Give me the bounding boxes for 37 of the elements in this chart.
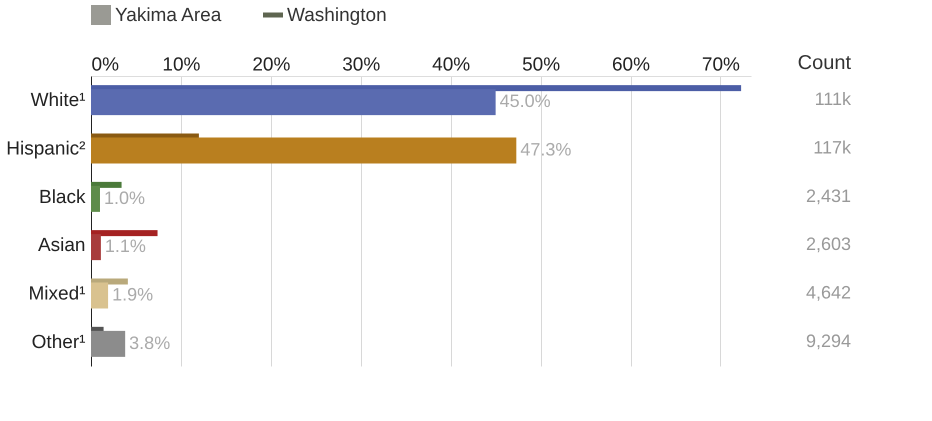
bar <box>91 186 100 212</box>
y-tick-label: Black <box>39 186 86 208</box>
bar <box>91 89 496 116</box>
x-tick-label: 70% <box>702 54 740 76</box>
y-tick-label: Asian <box>38 235 86 256</box>
y-tick-label: Other¹ <box>32 332 86 353</box>
y-tick-label: Hispanic² <box>6 138 86 160</box>
text: 111k <box>814 89 852 110</box>
text: Count <box>798 52 852 74</box>
x-tick-label: 10% <box>162 54 201 76</box>
y-tick-label: Mixed¹ <box>28 284 86 304</box>
x-tick-label: 30% <box>342 54 380 76</box>
text: 117k <box>813 138 852 158</box>
bar <box>91 282 108 308</box>
legend-label: Washington <box>287 5 387 26</box>
text: 9,294 <box>806 330 851 351</box>
text: 4,642 <box>806 282 851 302</box>
bar <box>91 234 101 260</box>
text: 2,431 <box>806 186 851 206</box>
data-label: 45.0% <box>500 91 551 112</box>
x-tick-label: 40% <box>432 54 470 76</box>
data-label: 47.3% <box>520 140 572 160</box>
data-label: 1.0% <box>104 188 146 208</box>
data-label: 1.1% <box>104 236 146 256</box>
text: 2,603 <box>806 234 851 254</box>
bar <box>91 330 126 357</box>
x-tick-label: 60% <box>612 54 650 76</box>
x-tick-label: 20% <box>252 54 290 76</box>
data-label: 3.8% <box>129 332 170 353</box>
x-tick-label: 0% <box>92 54 120 76</box>
legend-label: Yakima Area <box>115 5 222 26</box>
bar <box>91 182 122 188</box>
bar <box>91 230 158 236</box>
y-tick-label: White¹ <box>30 90 86 112</box>
x-tick-label: 50% <box>522 54 560 76</box>
data-label: 1.9% <box>112 284 154 304</box>
bar <box>91 138 516 164</box>
